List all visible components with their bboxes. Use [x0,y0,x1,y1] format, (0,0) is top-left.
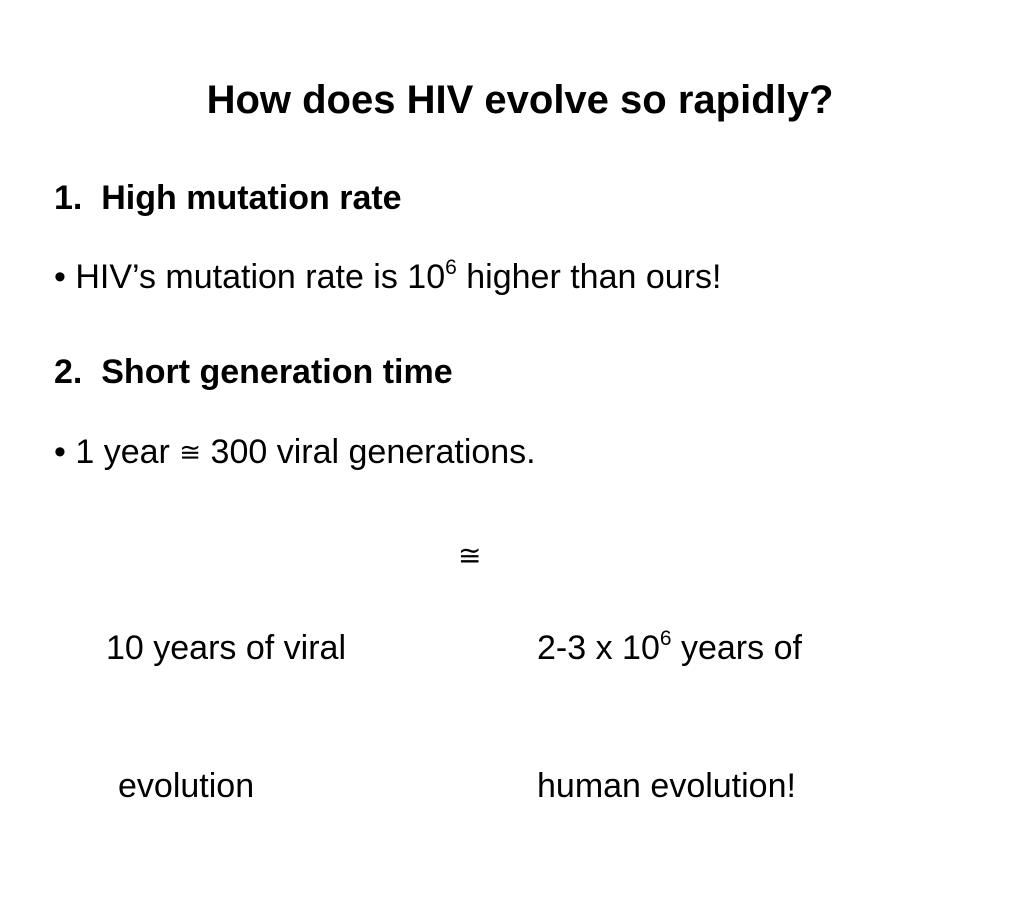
point-1-bullet: • HIV’s mutation rate is 106 higher than… [54,255,721,299]
comparison-left-line-2: evolution [118,767,255,805]
comparison-right-line-2: human evolution! [537,767,796,805]
point-2-bullet-suffix: 300 viral generations. [201,433,536,471]
slide-title: How does HIV evolve so rapidly? [206,78,834,122]
approx-equal-symbol: ≅ [179,437,202,467]
point-2-heading: 2. Short generation time [54,353,453,391]
comparison-approx-symbol: ≅ [458,540,482,571]
comparison-left-line-1: 10 years of viral [106,629,346,667]
comparison-right-line-1-suffix: years of [671,629,802,667]
point-1-bullet-text: • HIV’s mutation rate is 10 [54,258,446,296]
slide: How does HIV evolve so rapidly? 1. High … [54,78,834,805]
point-2-bullet: • 1 year ≅ 300 viral generations. [54,430,536,476]
comparison-left: 10 years of viral evolution [106,533,346,901]
comparison-right-line-1: 2-3 x 106 years of [537,625,802,671]
point-1-heading: 1. High mutation rate [54,179,402,217]
point-1-bullet-suffix: higher than ours! [456,258,722,296]
comparison-right-exponent: 6 [659,626,672,650]
point-1-exponent: 6 [445,255,457,279]
comparison-right-line-1-text: 2-3 x 10 [537,629,660,667]
comparison-right: 2-3 x 106 years of human evolution! [537,533,802,901]
point-2-bullet-text: • 1 year [54,433,180,471]
